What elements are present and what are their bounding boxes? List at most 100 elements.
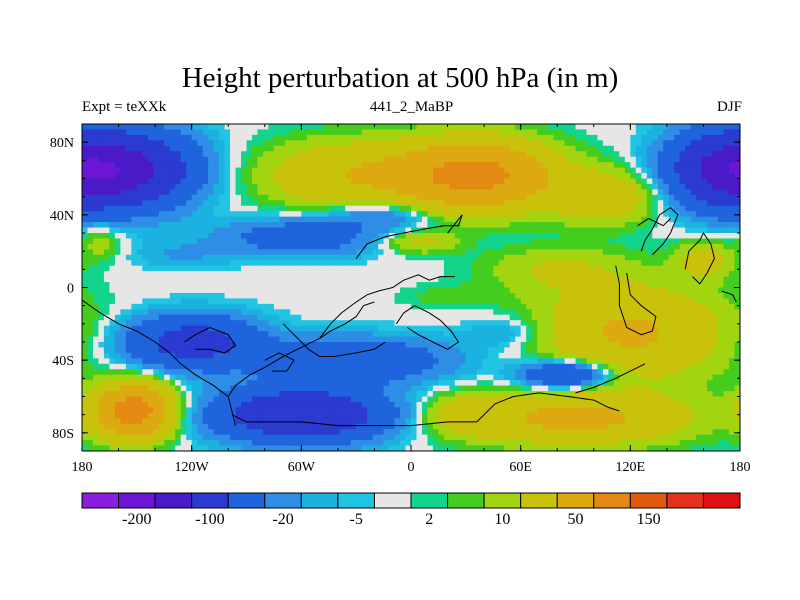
field-cell [635,282,642,289]
field-cell [169,342,176,349]
field-cell [679,282,686,289]
field-cell [153,238,160,245]
field-cell [591,298,599,305]
field-cell [356,173,363,180]
field-cell [273,200,280,207]
field-cell [317,200,324,207]
field-cell [246,325,253,332]
field-cell [219,254,226,261]
field-cell [191,303,198,310]
field-cell [235,309,242,316]
field-cell [635,342,642,349]
field-cell [383,129,390,136]
field-cell [542,309,549,316]
field-cell [668,189,675,196]
field-cell [345,276,352,283]
field-cell [295,282,302,289]
field-cell [273,292,280,299]
field-cell [378,183,385,190]
field-cell [328,314,335,321]
field-cell [114,227,121,234]
field-cell [295,200,302,207]
field-cell [158,233,165,240]
field-cell [668,287,675,294]
field-cell [613,129,620,136]
field-cell [246,194,253,201]
field-cell [712,265,719,272]
field-cell [356,314,363,321]
field-cell [345,249,352,256]
field-cell [432,331,440,338]
field-cell [169,156,176,163]
field-cell [334,178,341,185]
field-cell [674,303,681,310]
field-cell [273,162,280,169]
field-cell [663,243,670,250]
field-cell [208,336,215,343]
field-cell [559,342,566,349]
field-cell [301,303,308,310]
field-cell [449,347,456,354]
field-cell [586,167,593,174]
field-cell [202,336,209,343]
field-cell [317,265,324,272]
field-cell [295,265,302,272]
field-cell [164,347,171,354]
field-cell [416,162,423,169]
field-cell [361,342,368,349]
field-cell [421,167,429,174]
field-cell [345,156,352,163]
field-cell [723,331,730,338]
field-cell [421,238,429,245]
field-cell [570,309,577,316]
field-cell [608,292,615,299]
field-cell [427,178,434,185]
field-cell [712,194,719,201]
field-cell [718,249,725,256]
field-cell [383,216,390,223]
field-cell [438,331,445,338]
field-cell [476,342,483,349]
field-cell [82,298,89,305]
field-cell [690,211,697,218]
field-cell [103,309,111,316]
field-cell [98,271,105,278]
field-cell [696,303,703,310]
field-cell [696,342,703,349]
field-cell [334,260,341,267]
field-cell [526,276,533,283]
field-cell [454,314,461,321]
field-cell [290,216,297,223]
field-cell [219,151,226,158]
field-cell [147,178,154,185]
field-cell [279,124,286,131]
field-cell [136,200,143,207]
field-cell [82,325,89,332]
field-cell [268,222,275,229]
field-cell [147,189,154,196]
field-cell [553,216,560,223]
field-cell [685,178,692,185]
field-cell [290,205,297,212]
field-cell [295,183,302,190]
field-cell [361,320,368,327]
field-cell [723,173,730,180]
field-cell [191,200,198,207]
field-cell [164,233,171,240]
field-cell [553,227,560,234]
field-cell [361,216,368,223]
field-cell [586,320,593,327]
field-cell [394,233,401,240]
field-cell [109,282,116,289]
field-cell [246,271,253,278]
field-cell [646,282,653,289]
field-cell [158,342,165,349]
field-cell [197,254,204,261]
field-cell [186,249,193,256]
field-cell [103,342,111,349]
field-cell [542,167,549,174]
field-cell [646,216,653,223]
field-cell [498,167,505,174]
field-cell [559,178,566,185]
field-cell [559,331,566,338]
